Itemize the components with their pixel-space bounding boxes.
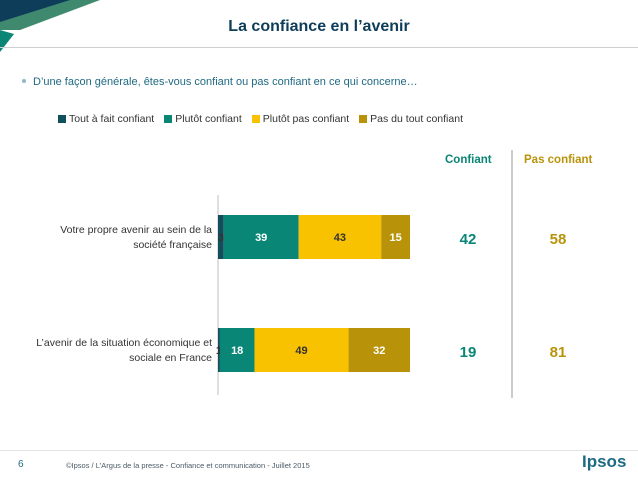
total-confiant: 19 [460,344,477,361]
bar-segment [298,215,382,259]
data-label: 15 [389,232,401,244]
legend-label: Plutôt pas confiant [262,113,350,125]
legend-item: Tout à fait confiant [58,113,154,125]
page-title: La confiance en l’avenir [228,18,410,35]
column-header-confiant: Confiant [445,154,492,166]
bar-segment [219,328,255,372]
bar-segment [381,215,410,259]
title-divider [0,47,638,48]
data-label: 3 [218,232,224,244]
category-label: L’avenir de la situation économique et [36,337,212,349]
total-confiant: 42 [460,231,477,248]
data-label: 43 [334,232,346,244]
bar-segment [254,328,349,372]
legend-swatch [58,115,66,123]
page-number: 6 [18,459,24,470]
legend-item: Pas du tout confiant [359,113,463,125]
legend-swatch [359,115,368,123]
bullet-icon [22,79,26,84]
total-pas-confiant: 58 [550,231,567,248]
legend-label: Plutôt confiant [175,113,242,125]
category-label: sociale en France [129,352,212,364]
legend: Tout à fait confiant Plutôt confiant Plutô… [58,113,473,125]
bar-segment [218,215,224,259]
category-label: société française [133,239,212,251]
data-label: 18 [231,345,243,357]
footer-copyright: ©Ipsos / L'Argus de la presse - Confianc… [66,461,310,470]
bar-segment [223,215,299,259]
question: D’une façon générale, êtes-vous confiant… [22,76,418,88]
footer-divider [0,450,638,451]
data-label: 49 [295,345,307,357]
total-pas-confiant: 81 [550,344,567,361]
legend-item: Plutôt pas confiant [251,113,350,125]
corner-decoration [0,0,100,52]
data-label: 32 [373,345,385,357]
category-label: Votre propre avenir au sein de la [60,224,212,236]
legend-item: Plutôt confiant [164,113,242,125]
legend-swatch [251,115,260,123]
bar-segment [348,328,410,372]
legend-label: Pas du tout confiant [370,113,463,125]
legend-label: Tout à fait confiant [69,113,155,125]
bar-segment [218,328,220,372]
data-label: 1 [216,345,222,357]
column-header-pas-confiant: Pas confiant [524,154,593,166]
question-text: D’une façon générale, êtes-vous confiant… [33,76,418,88]
ipsos-logo: Ipsos [582,452,627,471]
data-label: 39 [255,232,267,244]
legend-swatch [164,115,173,123]
